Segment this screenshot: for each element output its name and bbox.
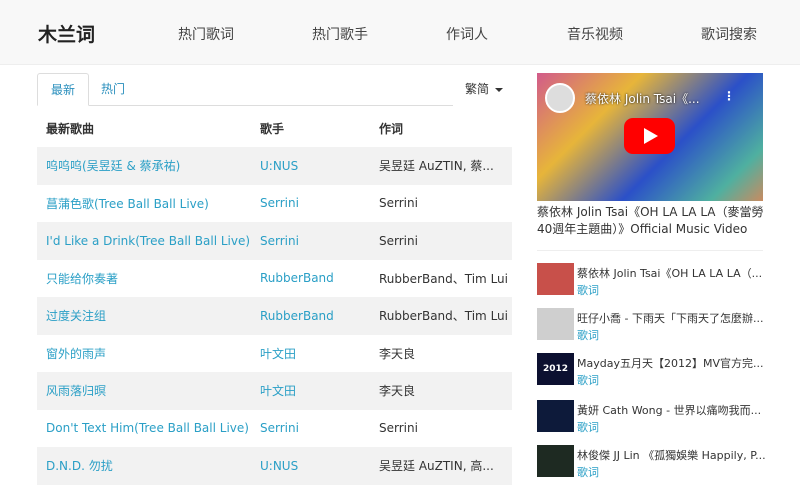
tab-hot[interactable]: 热门 bbox=[101, 82, 126, 96]
caret-down-icon bbox=[495, 87, 504, 92]
song-link[interactable]: Don't Text Him(Tree Ball Ball Live) bbox=[46, 421, 249, 436]
songs-table: 最新歌曲 歌手 作词 呜呜呜(吴昱廷 & 蔡承祐) U:NUS 吴昱廷 AuZTIN… bbox=[37, 109, 512, 485]
table-row: I'd Like a Drink(Tree Ball Ball Live) Ser… bbox=[37, 222, 512, 260]
song-link[interactable]: 窗外的雨声 bbox=[46, 346, 107, 361]
singer-cell: 叶文田 bbox=[251, 372, 370, 410]
video-player[interactable]: 蔡依林 Jolin Tsai《... ⋮ bbox=[537, 73, 763, 201]
singer-link[interactable]: RubberBand bbox=[260, 308, 334, 323]
singer-link[interactable]: U:NUS bbox=[260, 458, 299, 473]
song-tabs: 最新 热门 bbox=[37, 73, 453, 106]
singer-cell: RubberBand bbox=[251, 260, 370, 298]
singer-link[interactable]: RubberBand bbox=[260, 271, 334, 286]
table-row: 呜呜呜(吴昱廷 & 蔡承祐) U:NUS 吴昱廷 AuZTIN, 蔡... bbox=[37, 147, 512, 185]
lyricist-cell: 吴昱廷 AuZTIN, 蔡... bbox=[370, 147, 512, 185]
song-link[interactable]: 只能给你奏著 bbox=[46, 271, 119, 286]
lyricist-cell: Serrini bbox=[370, 222, 512, 260]
more-vert-icon[interactable]: ⋮ bbox=[723, 89, 735, 103]
lyricist-cell: 李天良 bbox=[379, 346, 416, 361]
table-row: 窗外的雨声 叶文田 李天良 bbox=[37, 335, 512, 373]
song-cell: 只能给你奏著 bbox=[37, 260, 251, 298]
video-thumbnail[interactable] bbox=[537, 263, 574, 295]
video-list-item[interactable]: 黃妍 Cath Wong - 世界以痛吻我而... 歌词 bbox=[537, 400, 777, 434]
song-link[interactable]: 过度关注组 bbox=[46, 309, 107, 324]
lyricist-cell: RubberBand、Tim Lui bbox=[370, 297, 512, 335]
lyricist-cell: Serrini bbox=[379, 421, 418, 436]
singer-link[interactable]: Serrini bbox=[260, 421, 299, 436]
song-cell: 过度关注组 bbox=[37, 297, 251, 335]
table-row: 过度关注组 RubberBand RubberBand、Tim Lui bbox=[37, 297, 512, 335]
site-logo[interactable]: 木兰词 bbox=[38, 24, 96, 46]
song-link[interactable]: I'd Like a Drink(Tree Ball Ball Live) bbox=[46, 233, 251, 248]
lyrics-link[interactable]: 歌词 bbox=[577, 329, 599, 342]
video-title[interactable]: 林俊傑 JJ Lin 《孤獨娛樂 Happily, P... bbox=[577, 449, 766, 462]
video-thumbnail[interactable] bbox=[537, 400, 574, 432]
header: 木兰词 热门歌词 热门歌手 作词人 音乐视频 歌词搜索 bbox=[0, 0, 800, 65]
video-caption[interactable]: 蔡依林 Jolin Tsai《OH LA LA LA（麥當勞40週年主題曲）》O… bbox=[537, 205, 764, 236]
song-cell: 风雨落归暝 bbox=[37, 372, 251, 410]
video-list-item[interactable]: 蔡依林 Jolin Tsai《OH LA LA LA（... 歌词 bbox=[537, 263, 777, 297]
nav-hot-lyrics[interactable]: 热门歌词 bbox=[178, 27, 234, 43]
lyrics-link[interactable]: 歌词 bbox=[577, 466, 599, 479]
song-cell: I'd Like a Drink(Tree Ball Ball Live) bbox=[37, 222, 251, 260]
video-title[interactable]: Mayday五月天【2012】MV官方完... bbox=[577, 357, 764, 370]
song-cell: 窗外的雨声 bbox=[37, 335, 251, 373]
song-link[interactable]: 呜呜呜(吴昱廷 & 蔡承祐) bbox=[46, 159, 181, 174]
song-link[interactable]: 风雨落归暝 bbox=[46, 384, 107, 399]
song-link[interactable]: D.N.D. 勿扰 bbox=[46, 459, 113, 474]
lyricist-cell: 吴昱廷 AuZTIN, 高... bbox=[370, 447, 512, 485]
video-thumbnail[interactable] bbox=[537, 308, 574, 340]
nav-music-videos[interactable]: 音乐视频 bbox=[567, 27, 623, 43]
nav-lyricists[interactable]: 作词人 bbox=[446, 27, 488, 43]
language-dropdown[interactable]: 繁简 bbox=[465, 80, 504, 97]
nav-hot-singers[interactable]: 热门歌手 bbox=[312, 27, 368, 43]
col-lyricist: 作词 bbox=[379, 121, 404, 136]
video-overlay-title: 蔡依林 Jolin Tsai《... bbox=[585, 92, 700, 106]
singer-cell: U:NUS bbox=[251, 447, 370, 485]
col-song: 最新歌曲 bbox=[46, 121, 95, 136]
divider bbox=[537, 250, 763, 251]
lyricist-cell: Serrini bbox=[379, 196, 418, 211]
video-title[interactable]: 旺仔小喬 - 下雨天「下雨天了怎麼辦... bbox=[577, 312, 764, 325]
singer-cell: 叶文田 bbox=[251, 335, 370, 373]
singer-link[interactable]: Serrini bbox=[260, 233, 299, 248]
lyrics-link[interactable]: 歌词 bbox=[577, 421, 599, 434]
singer-cell: U:NUS bbox=[251, 147, 370, 185]
video-list-item[interactable]: 2012 Mayday五月天【2012】MV官方完... 歌词 bbox=[537, 353, 777, 387]
table-row: Don't Text Him(Tree Ball Ball Live) Serri… bbox=[37, 410, 512, 448]
song-cell: 呜呜呜(吴昱廷 & 蔡承祐) bbox=[37, 147, 251, 185]
video-thumbnail[interactable] bbox=[537, 445, 574, 477]
play-icon[interactable] bbox=[624, 118, 675, 154]
lyricist-cell: RubberBand、Tim Lui bbox=[379, 271, 508, 286]
nav-lyrics-search[interactable]: 歌词搜索 bbox=[701, 27, 757, 43]
lyrics-link[interactable]: 歌词 bbox=[577, 284, 599, 297]
language-label: 繁简 bbox=[465, 82, 490, 96]
lyrics-link[interactable]: 歌词 bbox=[577, 374, 599, 387]
singer-link[interactable]: U:NUS bbox=[260, 158, 299, 173]
singer-link[interactable]: 叶文田 bbox=[260, 346, 297, 361]
thumbnail-text: 2012 bbox=[542, 364, 569, 374]
video-thumbnail[interactable]: 2012 bbox=[537, 353, 574, 385]
table-row: 菖蒲色歌(Tree Ball Ball Live) Serrini Serrini bbox=[37, 185, 512, 223]
col-singer: 歌手 bbox=[260, 121, 285, 136]
video-title[interactable]: 黃妍 Cath Wong - 世界以痛吻我而... bbox=[577, 404, 762, 417]
tab-latest[interactable]: 最新 bbox=[37, 73, 90, 106]
video-list-item[interactable]: 旺仔小喬 - 下雨天「下雨天了怎麼辦... 歌词 bbox=[537, 308, 777, 342]
singer-cell: Serrini bbox=[251, 185, 370, 223]
video-title[interactable]: 蔡依林 Jolin Tsai《OH LA LA LA（... bbox=[577, 267, 763, 280]
table-row: 只能给你奏著 RubberBand RubberBand、Tim Lui bbox=[37, 260, 512, 298]
table-row: 风雨落归暝 叶文田 李天良 bbox=[37, 372, 512, 410]
table-row: D.N.D. 勿扰 U:NUS 吴昱廷 AuZTIN, 高... bbox=[37, 447, 512, 485]
lyricist-cell: 李天良 bbox=[370, 372, 512, 410]
singer-cell: RubberBand bbox=[251, 297, 370, 335]
song-cell: D.N.D. 勿扰 bbox=[37, 447, 251, 485]
channel-avatar bbox=[545, 83, 575, 113]
singer-link[interactable]: 叶文田 bbox=[260, 384, 297, 399]
singer-cell: Serrini bbox=[251, 222, 370, 260]
video-list-item[interactable]: 林俊傑 JJ Lin 《孤獨娛樂 Happily, P... 歌词 bbox=[537, 445, 777, 479]
singer-cell: Serrini bbox=[251, 410, 370, 448]
song-cell: 菖蒲色歌(Tree Ball Ball Live) bbox=[37, 185, 251, 223]
song-link[interactable]: 菖蒲色歌(Tree Ball Ball Live) bbox=[46, 196, 209, 211]
singer-link[interactable]: Serrini bbox=[260, 196, 299, 211]
song-cell: Don't Text Him(Tree Ball Ball Live) bbox=[37, 410, 251, 448]
